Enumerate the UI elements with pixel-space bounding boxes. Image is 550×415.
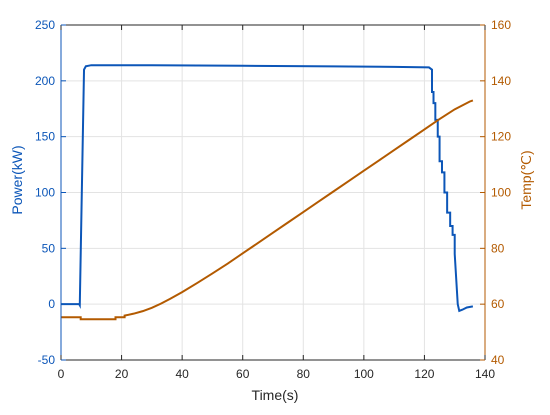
y-right-tick-label: 80 [491,241,505,255]
temp-series-line [61,99,474,321]
x-tick-label: 20 [115,367,129,381]
y-right-tick-label: 160 [491,18,511,32]
y-right-tick-label: 60 [491,297,505,311]
y-right-tick-label: 100 [491,186,511,200]
x-tick-label: 60 [236,367,250,381]
x-tick-label: 100 [354,367,374,381]
x-tick-label: 120 [414,367,434,381]
y-left-tick-label: -50 [38,353,56,367]
grid [60,24,486,361]
y-left-tick-label: 50 [42,241,56,255]
y-right-tick-label: 40 [491,353,505,367]
series [61,64,474,321]
y-axis-right-label: Temp(℃) [518,150,534,209]
y-left-tick-label: 100 [35,186,55,200]
y-left-tick-label: 250 [35,18,55,32]
y-left-tick-label: 0 [48,297,55,311]
axes: 0 20 40 60 80 100 120 140-500501001502002504060… [35,18,511,381]
y-left-tick-label: 150 [35,130,55,144]
x-tick-label: 0 [58,367,65,381]
y-left-tick-label: 200 [35,74,55,88]
x-tick-label: 40 [175,367,189,381]
x-axis-label: Time(s) [252,387,299,403]
y-right-tick-label: 140 [491,74,511,88]
x-tick-label: 80 [297,367,311,381]
power-series-line [61,64,474,313]
y-right-tick-label: 120 [491,130,511,144]
x-tick-label: 140 [475,367,495,381]
y-axis-left-label: Power(kW) [9,145,25,214]
